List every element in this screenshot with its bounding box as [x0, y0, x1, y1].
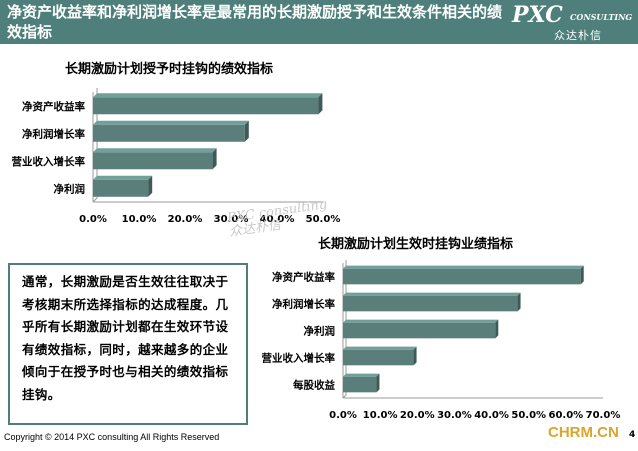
company-logo: PXC CONSULTING 众达朴信 — [512, 2, 636, 42]
logo-chinese-text: 众达朴信 — [554, 29, 602, 42]
category-label: 营业收入增长率 — [12, 155, 86, 168]
bar — [93, 148, 217, 170]
bar — [343, 319, 499, 339]
category-label: 净利润 — [304, 325, 336, 338]
site-logo-text: CHRM.CN — [548, 424, 619, 441]
copyright-footer: Copyright © 2014 PXC consulting All Righ… — [4, 432, 220, 442]
title-banner: 净资产收益率和净利润增长率是最常用的长期激励授予和生效条件相关的绩效指标 PXC… — [0, 0, 638, 44]
bar — [343, 346, 417, 366]
x-tick-label: 50.0% — [306, 214, 341, 225]
x-tick-label: 30.0% — [214, 214, 249, 225]
page-title: 净资产收益率和净利润增长率是最常用的长期激励授予和生效条件相关的绩效指标 — [7, 3, 503, 41]
logo-sub-text: CONSULTING — [570, 12, 633, 22]
x-tick-label: 10.0% — [122, 214, 157, 225]
page-number: 4 — [629, 430, 636, 440]
category-label: 净利润增长率 — [22, 127, 85, 140]
bar — [93, 120, 249, 142]
category-label: 营业收入增长率 — [262, 352, 336, 365]
bar — [93, 93, 323, 115]
x-tick-label: 30.0% — [437, 410, 472, 421]
category-label: 净资产收益率 — [22, 100, 85, 113]
bar — [343, 373, 380, 393]
category-label: 净资产收益率 — [272, 271, 335, 284]
vesting-metrics-chart: 0.0% 10.0% 20.0% 30.0% 40.0% 50.0% 60.0% 70.0% 净… — [262, 260, 621, 421]
x-tick-label: 50.0% — [511, 410, 546, 421]
x-tick-label: 0.0% — [329, 410, 357, 421]
bar — [343, 265, 584, 285]
x-tick-label: 0.0% — [79, 214, 107, 225]
chart1-title: 长期激励计划授予时挂钩的绩效指标 — [65, 62, 274, 77]
x-tick-label: 40.0% — [260, 214, 295, 225]
bar — [343, 292, 521, 312]
category-label: 净利润 — [54, 182, 86, 195]
x-tick-label: 20.0% — [168, 214, 203, 225]
chart2-title: 长期激励计划生效时挂钩业绩指标 — [318, 237, 514, 252]
x-tick-label: 60.0% — [549, 410, 584, 421]
grant-metrics-chart: 0.0% 10.0% 20.0% 30.0% 40.0% 50.0% 净资产收益率净利润增长… — [12, 88, 341, 225]
logo-main-text: PXC — [512, 2, 563, 28]
bar — [93, 175, 153, 197]
note-textbox: 通常，长期激励是否生效往往取决于考核期末所选择指标的达成程度。几乎所有长期激励计… — [8, 263, 248, 425]
x-tick-label: 20.0% — [400, 410, 435, 421]
category-label: 净利润增长率 — [272, 298, 335, 311]
x-tick-label: 70.0% — [586, 410, 621, 421]
x-tick-label: 10.0% — [363, 410, 398, 421]
x-tick-label: 40.0% — [474, 410, 509, 421]
category-label: 每股收益 — [293, 379, 335, 392]
